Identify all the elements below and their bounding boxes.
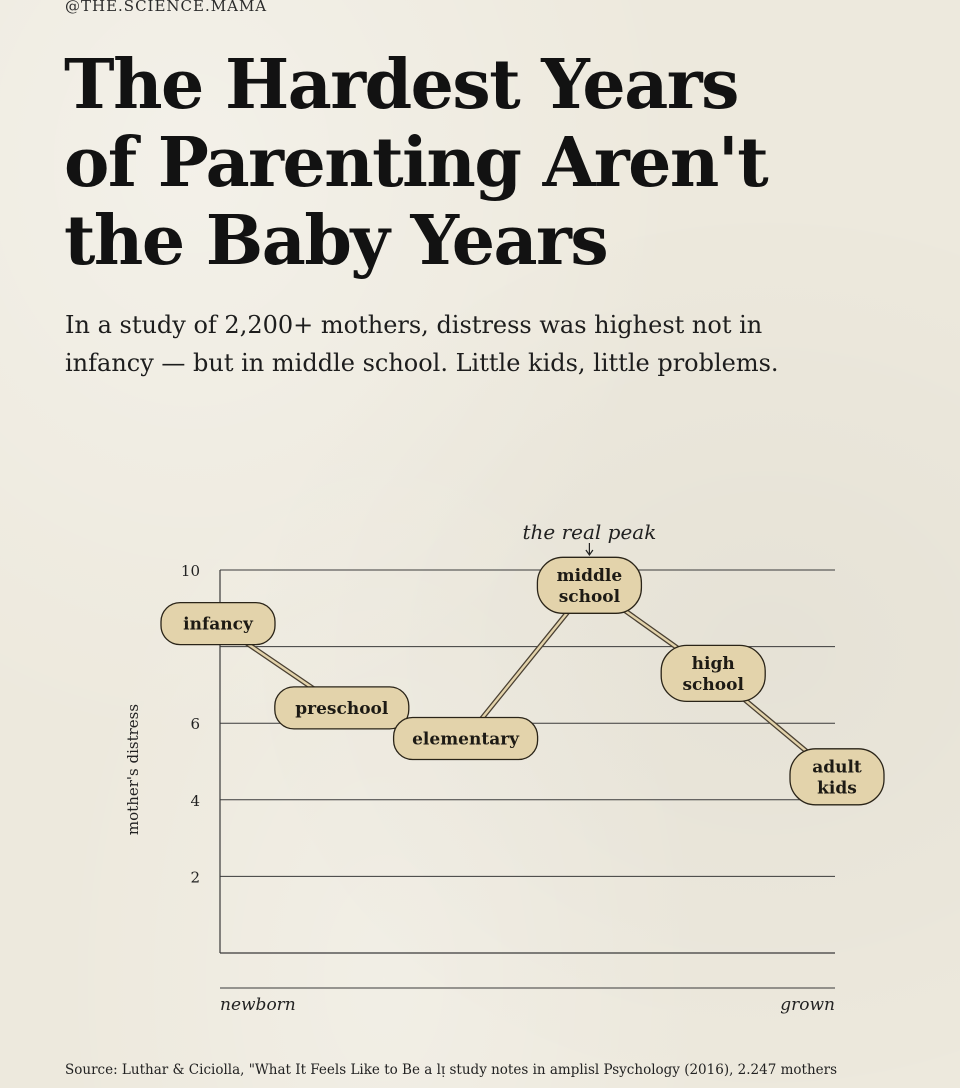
y-tick-label: 6 bbox=[190, 715, 200, 733]
node-label: high bbox=[692, 654, 735, 674]
node-pill bbox=[789, 748, 885, 806]
account-handle: @THE.SCIENCE.MAMA bbox=[65, 0, 268, 15]
node-pill bbox=[660, 644, 766, 703]
node-label: preschool bbox=[295, 699, 389, 719]
node-label: elementary bbox=[412, 730, 520, 750]
node-label: school bbox=[559, 587, 621, 607]
node-label: school bbox=[682, 675, 744, 695]
node-pill bbox=[160, 601, 276, 646]
title-line: the Baby Years bbox=[64, 201, 609, 281]
y-tick-label: 2 bbox=[190, 868, 200, 886]
x-start-label: newborn bbox=[220, 995, 296, 1015]
page-title: The Hardest Years of Parenting Aren't th… bbox=[64, 46, 924, 280]
title-line: of Parenting Aren't bbox=[64, 123, 769, 203]
subtitle-line: infancy — but in middle school. Little k… bbox=[65, 349, 779, 377]
x-end-label: grown bbox=[780, 995, 835, 1015]
label-layer: mother's distress newborn grown the real pe… bbox=[124, 520, 835, 1015]
subtitle: In a study of 2,200+ mothers, distress w… bbox=[65, 306, 925, 382]
annotation-arrow bbox=[585, 543, 594, 557]
node-pill bbox=[392, 716, 539, 761]
node-label: infancy bbox=[183, 615, 254, 635]
node-pill bbox=[536, 556, 643, 614]
node-label: middle bbox=[557, 566, 623, 586]
source-note: Source: Luthar & Ciciolla, "What It Feel… bbox=[65, 1062, 838, 1078]
node-2: elementary bbox=[392, 716, 539, 761]
node-pill bbox=[274, 686, 410, 730]
y-tick-label: 10 bbox=[181, 562, 200, 580]
y-axis-label: mother's distress bbox=[124, 704, 142, 835]
node-layer: infancypreschoolelementarymiddleschoolhi… bbox=[160, 556, 885, 806]
node-1: preschool bbox=[274, 686, 410, 730]
grid-layer: 2 4 6 10 bbox=[181, 562, 835, 989]
y-tick-label: 4 bbox=[190, 792, 200, 810]
node-label: kids bbox=[817, 778, 857, 798]
annotation-label: the real peak bbox=[522, 520, 656, 544]
node-0: infancy bbox=[160, 601, 276, 646]
node-label: adult bbox=[812, 757, 862, 777]
title-line: The Hardest Years bbox=[64, 45, 739, 125]
subtitle-line: In a study of 2,200+ mothers, distress w… bbox=[65, 311, 763, 339]
